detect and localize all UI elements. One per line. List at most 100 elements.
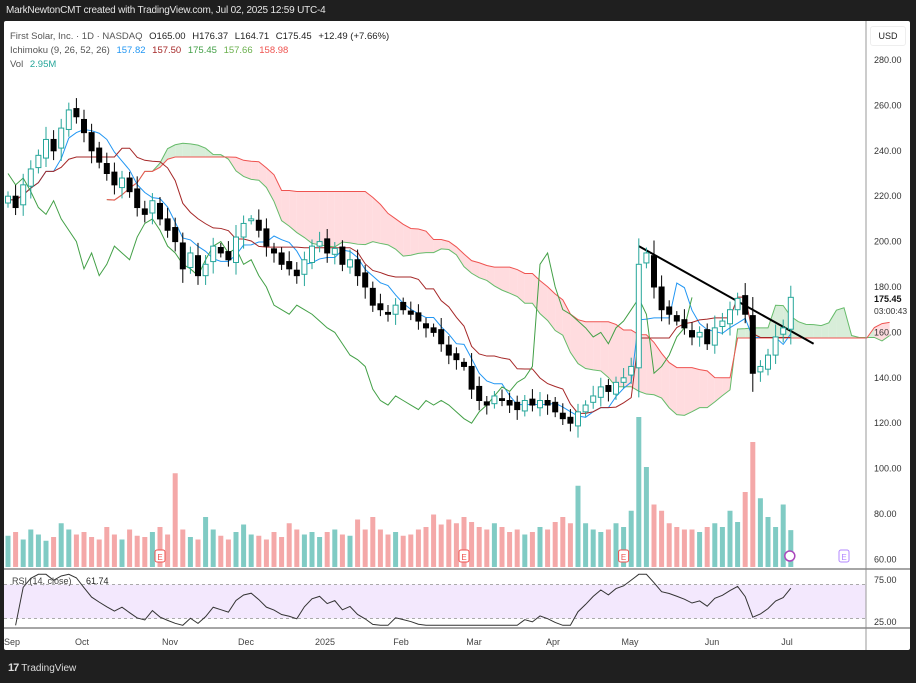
volume-bar <box>704 527 710 567</box>
ichimoku-legend[interactable]: Ichimoku (9, 26, 52, 26) 157.82 157.50 1… <box>10 44 393 58</box>
ichimoku-cloud-segment <box>350 191 358 245</box>
volume-bar <box>697 532 703 567</box>
candle-body <box>407 310 414 315</box>
ichimoku-cloud-segment <box>175 143 183 157</box>
ichimoku-cloud-segment <box>312 191 320 245</box>
ichimoku-cloud-segment <box>646 334 654 395</box>
ichimoku-cloud-segment <box>836 307 844 338</box>
price-tick-label: 220.00 <box>874 191 902 201</box>
candle-body <box>65 109 72 130</box>
candle-body <box>164 218 171 231</box>
ichimoku-cloud-segment <box>372 197 381 244</box>
candle-body <box>461 361 467 367</box>
volume-bar <box>355 519 361 567</box>
candle-body <box>438 329 445 345</box>
ichimoku-cloud-segment <box>676 367 685 416</box>
candle-body <box>119 177 125 189</box>
volume-bar <box>643 467 649 567</box>
candle-body <box>734 297 741 311</box>
volume-bar <box>727 510 733 567</box>
price-tick-label: 280.00 <box>874 55 902 65</box>
candle-body <box>377 303 384 311</box>
candle-body <box>50 138 57 152</box>
earnings-marker <box>838 549 850 563</box>
ichimoku-cloud-segment <box>669 362 677 415</box>
candle-body <box>385 311 391 315</box>
time-axis-label: Feb <box>393 637 409 647</box>
volume-bar <box>765 517 771 567</box>
candle-body <box>635 263 642 369</box>
volume-bar <box>636 417 642 567</box>
volume-bar <box>172 473 178 567</box>
candle-body <box>73 108 80 118</box>
volume-bar <box>309 532 315 567</box>
candle-body <box>43 138 49 159</box>
candle-body <box>58 127 65 149</box>
currency-button[interactable]: USD <box>870 26 906 46</box>
chikou-value: 175.45 <box>187 45 217 56</box>
candle-body <box>711 327 718 346</box>
ichimoku-cloud-segment <box>547 286 556 331</box>
candle-body <box>651 255 657 288</box>
rsi-label: RSI (14, close) <box>12 576 72 586</box>
candle-body <box>179 242 186 270</box>
candle-body <box>233 236 239 263</box>
candle-body <box>217 247 224 254</box>
candle-body <box>613 381 619 395</box>
candle-body <box>491 395 498 405</box>
candle-body <box>415 312 422 322</box>
candle-body <box>772 336 779 356</box>
candle-body <box>445 344 452 356</box>
ichimoku-cloud-segment <box>289 190 297 233</box>
volume-bar <box>605 529 611 567</box>
ichimoku-cloud-segment <box>357 191 366 245</box>
candle-body <box>187 252 194 268</box>
ichimoku-cloud-segment <box>403 224 411 257</box>
volume-bar <box>142 537 148 567</box>
volume-bar <box>583 523 589 567</box>
volume-bar <box>491 523 497 567</box>
earnings-marker-label: E <box>157 553 162 562</box>
candle-body <box>780 327 787 335</box>
price-tick-label: 240.00 <box>874 146 902 156</box>
volume-bar <box>537 527 543 567</box>
ichimoku-cloud-segment <box>661 353 670 408</box>
candle-body <box>628 365 635 376</box>
volume-bar <box>423 527 429 567</box>
symbol-legend[interactable]: First Solar, Inc. · 1D · NASDAQ O165.00 … <box>10 30 393 44</box>
brand-name: TradingView <box>21 662 77 674</box>
ichimoku-cloud-segment <box>813 324 822 338</box>
ichimoku-cloud-segment <box>760 327 768 338</box>
candle-body <box>141 208 148 215</box>
volume-bar <box>271 532 277 567</box>
ichimoku-cloud-segment <box>737 328 746 338</box>
volume-bar <box>377 529 383 567</box>
volume-bar <box>58 523 64 567</box>
ichimoku-cloud-segment <box>828 310 837 338</box>
ichimoku-cloud-segment <box>190 143 198 157</box>
candle-body <box>248 218 255 222</box>
ichimoku-cloud-segment <box>281 190 290 227</box>
ichimoku-cloud-segment <box>441 239 449 250</box>
ichimoku-cloud-segment <box>479 262 487 281</box>
ichimoku-cloud-segment <box>874 323 882 341</box>
ichimoku-cloud-segment <box>395 218 404 257</box>
volume-legend[interactable]: Vol 2.95M <box>10 58 393 72</box>
price-tick-label: 160.00 <box>874 327 902 337</box>
price-tick-label: 200.00 <box>874 237 902 247</box>
ichimoku-cloud-segment <box>540 280 548 321</box>
volume-bar <box>666 523 672 567</box>
earnings-marker <box>154 549 166 563</box>
volume-bar <box>469 522 475 567</box>
candle-body <box>202 263 209 277</box>
candle-body <box>12 195 19 209</box>
volume-bar <box>81 532 87 567</box>
volume-bar <box>735 522 741 567</box>
ichimoku-cloud-segment <box>821 322 829 338</box>
earnings-marker-label: E <box>841 553 846 562</box>
time-axis-label: Mar <box>466 637 482 647</box>
volume-bar <box>96 539 102 567</box>
volume-bar <box>552 522 558 567</box>
ichimoku-cloud-segment <box>448 241 457 255</box>
